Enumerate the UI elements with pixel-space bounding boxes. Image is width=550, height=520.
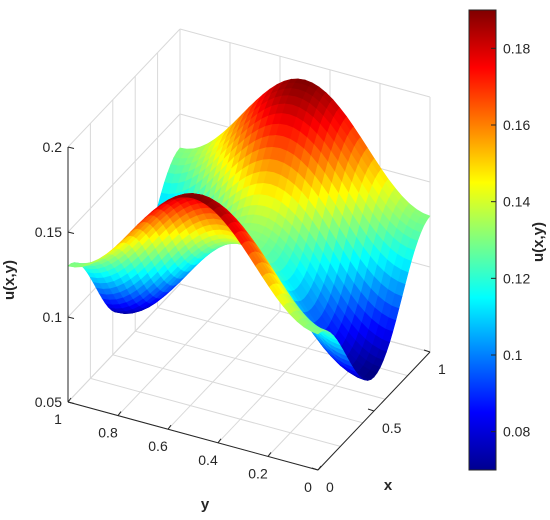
z-tick-label: 0.15: [35, 224, 62, 240]
y-axis-label: y: [201, 496, 210, 513]
colorbar: 0.08 0.1 0.12 0.14 0.16 0.18 u(x,y): [468, 9, 547, 471]
y-tick-label: 0.4: [198, 452, 218, 468]
y-tick-mark: [167, 424, 172, 430]
x-axis-label: x: [384, 477, 393, 494]
y-tick-label: 0.6: [148, 438, 168, 454]
z-tick-mark: [67, 231, 75, 234]
y-tick-label: 0.8: [98, 425, 118, 441]
y-tick-mark: [117, 411, 122, 416]
z-tick-label: 0.1: [43, 309, 63, 325]
wall-grid-line: [67, 28, 181, 148]
x-tick-mark: [311, 467, 319, 471]
floor-grid-line: [90, 377, 341, 447]
z-tick-mark: [67, 146, 75, 149]
colorbar-tick-label: 0.18: [503, 40, 530, 56]
y-tick-mark: [267, 452, 272, 457]
x-tick-label: 0: [326, 479, 334, 495]
colorbar-tick-label: 0.12: [503, 270, 530, 286]
z-tick-mark: [67, 316, 75, 319]
x-tick-mark: [423, 349, 431, 353]
z-tick-mark: [67, 401, 75, 404]
wall-grid-line: [179, 28, 431, 98]
wall-grid-line: [67, 113, 181, 233]
z-tick-label: 0.05: [35, 394, 62, 410]
floor-grid-line: [167, 310, 281, 430]
y-tick-mark: [317, 465, 322, 471]
colorbar-tick-label: 0.1: [503, 347, 523, 363]
wall-grid-line: [67, 283, 181, 403]
z-tick-label: 0.2: [43, 139, 63, 155]
y-tick-label: 0.2: [248, 465, 268, 481]
x-tick-mark: [367, 408, 375, 412]
colorbar-tick-label: 0.08: [503, 424, 530, 440]
surface-patch: [310, 328, 322, 335]
z-axis-label: u(x,y): [1, 260, 18, 300]
colorbar-tick-label: 0.14: [503, 194, 530, 210]
y-axis-line: [67, 401, 319, 471]
axis-ticks: 0.05 0.1 0.15 0.2 1 0.8 0.6 0.4 0.2 0 0 0.5 1: [35, 139, 446, 495]
floor-grid-line: [217, 324, 331, 444]
y-tick-mark: [217, 438, 222, 444]
surface-plot: [67, 78, 431, 381]
x-tick-label: 0.5: [382, 420, 402, 436]
y-tick-mark: [67, 397, 72, 403]
floor-grid-line: [135, 330, 386, 400]
x-tick-label: 1: [438, 361, 446, 377]
colorbar-label: u(x,y): [530, 222, 547, 262]
colorbar-tick-label: 0.16: [503, 117, 530, 133]
colorbar-gradient: [468, 9, 497, 471]
y-tick-label: 0: [304, 479, 312, 495]
y-tick-label: 1: [54, 411, 62, 427]
floor-grid-line: [112, 354, 363, 424]
floor-grid-line: [117, 297, 231, 416]
